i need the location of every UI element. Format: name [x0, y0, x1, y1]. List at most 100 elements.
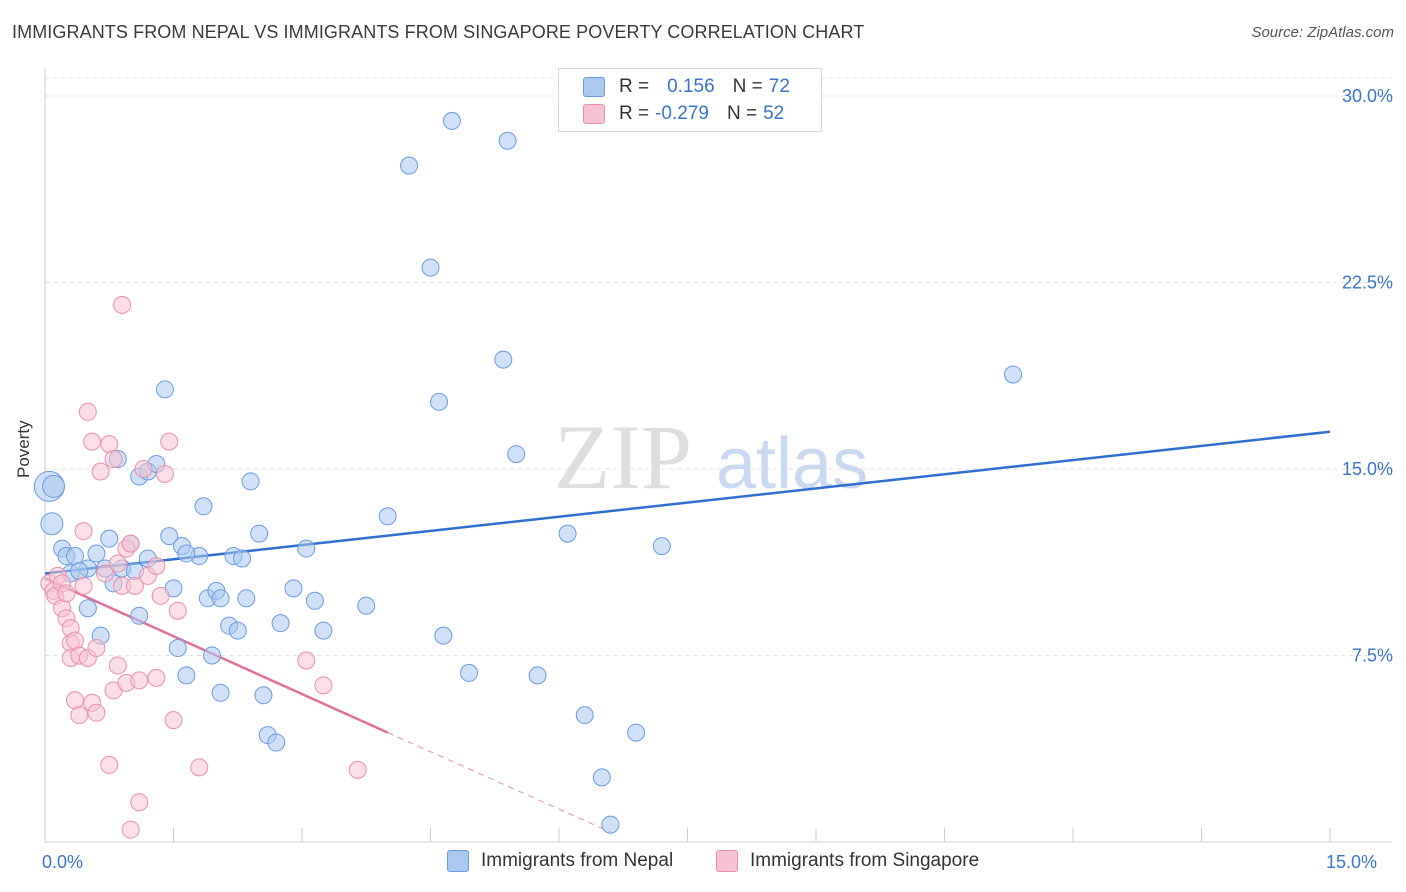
y-tick-label: 7.5%	[1352, 646, 1393, 666]
point-singapore	[147, 556, 166, 575]
point-nepal	[442, 111, 461, 130]
legend-swatch-nepal	[583, 77, 605, 97]
trendline-nepal	[44, 430, 1331, 575]
point-nepal	[601, 815, 620, 834]
point-nepal	[575, 706, 594, 725]
point-nepal	[87, 544, 106, 563]
legend-r-value-singapore: -0.279	[655, 103, 709, 124]
legend-swatch-nepal	[447, 850, 469, 872]
trendline-singapore-extension	[387, 732, 611, 833]
legend-r-value-nepal: 0.156	[667, 76, 715, 97]
y-tick-label: 15.0%	[1342, 459, 1393, 479]
point-singapore	[65, 691, 84, 710]
legend-n-value-nepal: 72	[768, 76, 790, 97]
legend-row-nepal: R = 0.156 N = 72	[583, 75, 790, 99]
point-singapore	[104, 450, 123, 469]
point-nepal	[378, 507, 397, 526]
point-singapore	[125, 576, 144, 595]
y-tick-labels: 7.5% 15.0% 22.5% 30.0%	[1342, 86, 1393, 666]
point-nepal	[507, 445, 526, 464]
point-singapore	[108, 656, 127, 675]
point-nepal	[250, 524, 269, 543]
axes	[44, 68, 1392, 843]
point-singapore	[348, 760, 367, 779]
point-nepal	[498, 131, 517, 150]
point-singapore	[100, 435, 119, 454]
watermark-zip: ZIP	[554, 406, 692, 508]
legend-n-value-singapore: 52	[763, 103, 785, 124]
point-singapore	[130, 671, 149, 690]
point-singapore	[95, 564, 114, 583]
point-nepal	[78, 599, 97, 618]
point-nepal	[254, 686, 273, 705]
point-nepal	[70, 561, 89, 580]
point-nepal	[241, 472, 260, 491]
point-nepal	[237, 589, 256, 608]
point-singapore	[155, 464, 174, 483]
point-singapore	[134, 460, 153, 478]
point-nepal	[400, 156, 419, 175]
legend-row-singapore: R = -0.279 N = 52	[583, 102, 784, 126]
point-nepal	[357, 596, 376, 615]
legend-r-label: R =	[619, 76, 650, 97]
point-nepal	[430, 392, 449, 411]
point-nepal	[314, 621, 333, 640]
point-singapore	[65, 631, 84, 650]
y-tick-label: 30.0%	[1342, 86, 1393, 106]
point-singapore	[160, 432, 179, 451]
point-nepal	[592, 768, 611, 787]
point-singapore	[314, 676, 333, 695]
point-nepal	[528, 666, 547, 685]
point-nepal	[194, 497, 213, 516]
y-tick-label: 22.5%	[1342, 273, 1393, 293]
legend-label-nepal: Immigrants from Nepal	[481, 850, 674, 871]
point-nepal	[177, 666, 196, 685]
legend-item-singapore: Immigrants from Singapore	[716, 850, 979, 872]
point-singapore	[91, 462, 110, 481]
point-nepal	[627, 723, 646, 742]
point-singapore	[297, 651, 316, 670]
point-nepal	[65, 547, 84, 566]
point-nepal	[494, 350, 513, 369]
legend-swatch-singapore	[716, 850, 738, 872]
point-singapore	[130, 793, 149, 812]
point-singapore	[87, 639, 106, 658]
point-singapore	[164, 711, 183, 730]
legend-n-label: N =	[726, 103, 758, 124]
point-nepal	[267, 733, 286, 752]
point-singapore	[168, 601, 187, 620]
correlation-legend: R = 0.156 N = 72 R = -0.279 N = 52	[558, 68, 822, 132]
point-singapore	[100, 755, 119, 774]
point-singapore	[113, 295, 132, 314]
point-singapore	[121, 820, 140, 839]
point-nepal	[177, 544, 196, 563]
legend-r-label: R =	[619, 103, 650, 124]
point-nepal	[284, 579, 303, 598]
point-nepal	[100, 529, 119, 548]
point-nepal	[211, 589, 230, 608]
point-singapore	[57, 584, 76, 603]
chart-source: Source: ZipAtlas.com	[1251, 24, 1394, 41]
point-nepal	[203, 646, 222, 665]
x-tick-label-max: 15.0%	[1326, 852, 1378, 872]
point-singapore	[147, 668, 166, 687]
y-axis-label: Poverty	[14, 420, 33, 478]
point-nepal	[233, 549, 252, 568]
watermark: ZIP atlas	[554, 406, 868, 508]
gridlines	[45, 77, 1392, 656]
point-singapore	[151, 586, 170, 605]
point-nepal	[130, 606, 149, 625]
point-nepal	[652, 537, 671, 556]
point-nepal	[305, 591, 324, 610]
point-singapore	[121, 534, 140, 553]
legend-item-nepal: Immigrants from Nepal	[447, 850, 673, 872]
point-singapore	[78, 402, 97, 421]
point-nepal	[421, 258, 440, 277]
point-nepal	[1004, 365, 1023, 384]
point-nepal	[228, 621, 247, 640]
point-singapore	[190, 758, 209, 777]
point-nepal	[558, 524, 577, 543]
point-nepal	[155, 380, 174, 399]
point-nepal	[211, 683, 230, 702]
point-nepal	[460, 663, 479, 682]
